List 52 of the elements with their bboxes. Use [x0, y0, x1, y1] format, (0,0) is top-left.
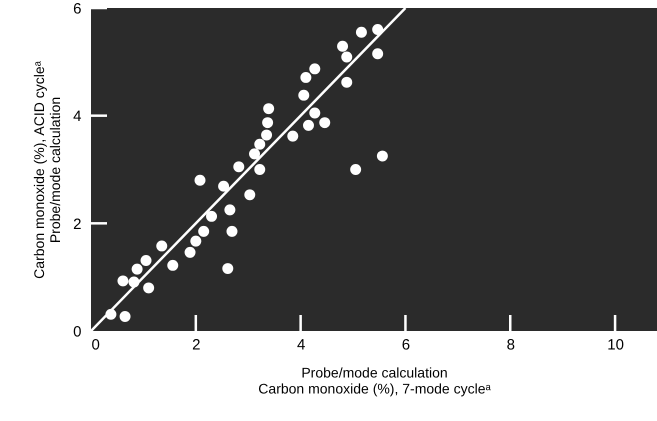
point	[350, 164, 362, 175]
point	[120, 311, 131, 322]
point	[376, 150, 388, 162]
point	[198, 226, 210, 237]
text: Probe/mode calculation	[301, 364, 448, 380]
point	[184, 246, 196, 258]
point	[249, 148, 260, 160]
point	[132, 264, 143, 275]
text: Carbon monoxide (%), ACID cycleᵃ	[31, 61, 48, 279]
point	[263, 103, 274, 114]
x-tick-label: 2	[192, 336, 200, 354]
y-tick-label: 2	[73, 216, 82, 233]
point	[372, 48, 384, 60]
x-tick-label: 4	[296, 336, 306, 354]
point	[262, 117, 274, 128]
point	[298, 90, 310, 101]
point	[356, 26, 367, 38]
point	[309, 63, 320, 74]
point	[261, 130, 272, 141]
point	[341, 76, 352, 88]
y-tick-label: 0	[73, 324, 82, 340]
point	[224, 204, 236, 216]
point	[222, 263, 234, 274]
text: Carbon monoxide (%), 7-mode cycleᵃ	[258, 380, 491, 396]
point	[226, 226, 238, 237]
point	[190, 236, 202, 247]
x-tick-label: 10	[607, 336, 624, 354]
point	[206, 210, 218, 222]
x-tick-label: 8	[506, 336, 515, 354]
point	[287, 130, 298, 142]
point	[244, 189, 256, 200]
point	[233, 161, 244, 172]
point	[140, 255, 152, 266]
point	[300, 72, 312, 83]
x-tick-label: 0	[92, 336, 100, 354]
point	[341, 52, 352, 62]
point	[254, 138, 266, 150]
point	[156, 240, 168, 252]
point	[309, 108, 320, 118]
point	[254, 164, 266, 175]
point	[167, 260, 178, 271]
point	[143, 282, 154, 294]
y-tick-label: 6	[73, 0, 82, 18]
point	[319, 117, 330, 128]
point	[337, 40, 348, 52]
y-tick-label: 4	[73, 108, 82, 126]
point	[303, 120, 314, 131]
point	[194, 174, 206, 186]
x-tick-label: 6	[402, 336, 410, 354]
point	[117, 275, 128, 286]
text: Probe/mode calculation	[47, 96, 64, 244]
point	[218, 180, 230, 192]
